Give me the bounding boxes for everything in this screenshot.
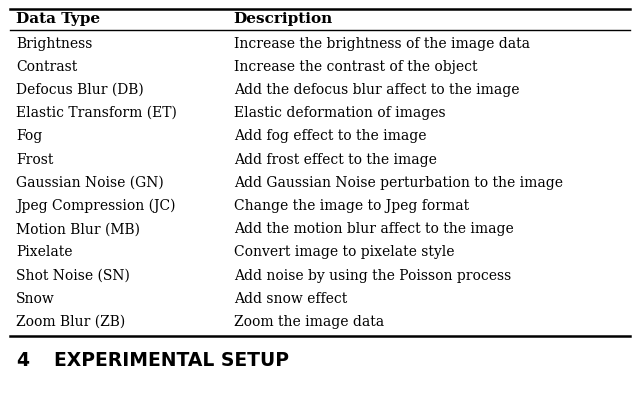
Text: Add Gaussian Noise perturbation to the image: Add Gaussian Noise perturbation to the i… bbox=[234, 176, 563, 190]
Text: Add the defocus blur affect to the image: Add the defocus blur affect to the image bbox=[234, 83, 519, 97]
Text: Change the image to Jpeg format: Change the image to Jpeg format bbox=[234, 199, 468, 213]
Text: Increase the brightness of the image data: Increase the brightness of the image dat… bbox=[234, 37, 530, 50]
Text: Fog: Fog bbox=[16, 129, 42, 143]
Text: EXPERIMENTAL SETUP: EXPERIMENTAL SETUP bbox=[54, 351, 289, 370]
Text: Add fog effect to the image: Add fog effect to the image bbox=[234, 129, 426, 143]
Text: 4: 4 bbox=[16, 351, 29, 370]
Text: Data Type: Data Type bbox=[16, 12, 100, 26]
Text: Defocus Blur (DB): Defocus Blur (DB) bbox=[16, 83, 144, 97]
Text: Contrast: Contrast bbox=[16, 60, 77, 74]
Text: Zoom the image data: Zoom the image data bbox=[234, 315, 384, 329]
Text: Add the motion blur affect to the image: Add the motion blur affect to the image bbox=[234, 222, 513, 236]
Text: Pixelate: Pixelate bbox=[16, 245, 72, 260]
Text: Add noise by using the Poisson process: Add noise by using the Poisson process bbox=[234, 269, 511, 282]
Text: Snow: Snow bbox=[16, 292, 55, 306]
Text: Gaussian Noise (GN): Gaussian Noise (GN) bbox=[16, 176, 164, 190]
Text: Brightness: Brightness bbox=[16, 37, 92, 50]
Text: Motion Blur (MB): Motion Blur (MB) bbox=[16, 222, 140, 236]
Text: Elastic deformation of images: Elastic deformation of images bbox=[234, 106, 445, 120]
Text: Frost: Frost bbox=[16, 152, 53, 167]
Text: Jpeg Compression (JC): Jpeg Compression (JC) bbox=[16, 199, 175, 213]
Text: Elastic Transform (ET): Elastic Transform (ET) bbox=[16, 106, 177, 120]
Text: Zoom Blur (ZB): Zoom Blur (ZB) bbox=[16, 315, 125, 329]
Text: Add snow effect: Add snow effect bbox=[234, 292, 347, 306]
Text: Add frost effect to the image: Add frost effect to the image bbox=[234, 152, 436, 167]
Text: Shot Noise (SN): Shot Noise (SN) bbox=[16, 269, 130, 282]
Text: Description: Description bbox=[234, 12, 333, 26]
Text: Increase the contrast of the object: Increase the contrast of the object bbox=[234, 60, 477, 74]
Text: Convert image to pixelate style: Convert image to pixelate style bbox=[234, 245, 454, 260]
